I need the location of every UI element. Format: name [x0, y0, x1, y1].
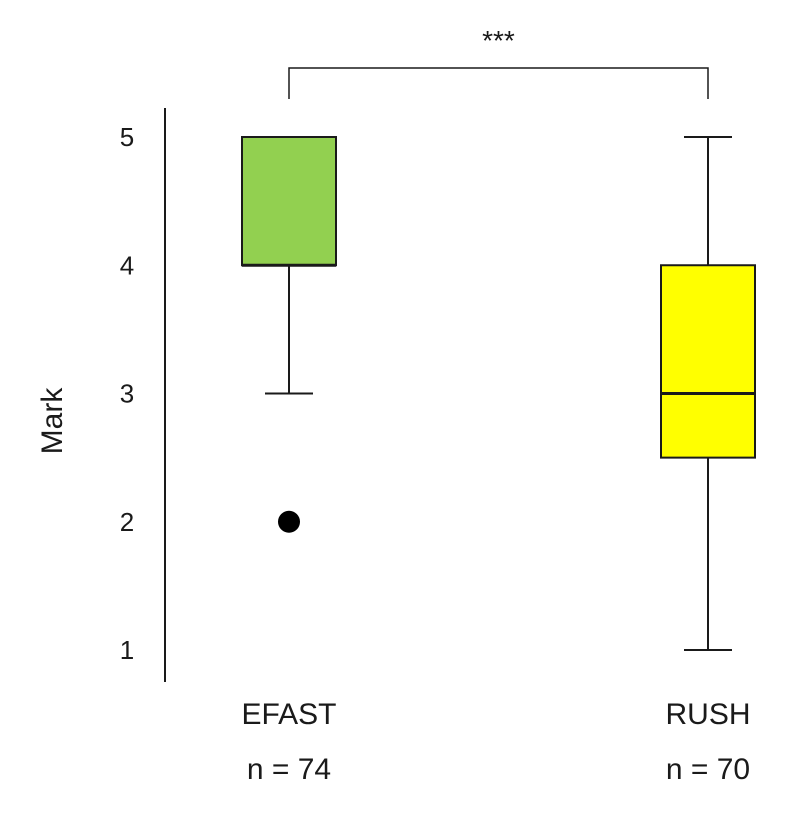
box-series — [241, 136, 756, 651]
y-tick-label-3: 3 — [120, 379, 134, 409]
significance-stars: *** — [482, 25, 515, 56]
significance-bracket: *** — [288, 25, 709, 99]
y-axis-label: Mark — [36, 387, 69, 455]
x-category-labels: EFAST n = 74 RUSH n = 70 — [241, 698, 750, 786]
box-rush — [660, 136, 756, 651]
iqr-box-rush — [660, 264, 756, 459]
n-label-rush: n = 70 — [666, 753, 750, 786]
box-efast — [241, 136, 337, 533]
y-tick-label-2: 2 — [120, 507, 134, 537]
iqr-box-efast — [241, 136, 337, 267]
x-label-rush: RUSH — [665, 698, 750, 731]
outlier-point-efast-0 — [278, 510, 300, 533]
n-label-efast: n = 74 — [247, 753, 331, 786]
y-tick-label-4: 4 — [120, 250, 134, 280]
significance-bracket-line — [288, 67, 709, 99]
y-tick-label-5: 5 — [120, 122, 134, 152]
y-tick-label-1: 1 — [120, 635, 134, 665]
x-label-efast: EFAST — [241, 698, 336, 731]
y-tick-labels: 1 2 3 4 5 — [120, 122, 134, 665]
